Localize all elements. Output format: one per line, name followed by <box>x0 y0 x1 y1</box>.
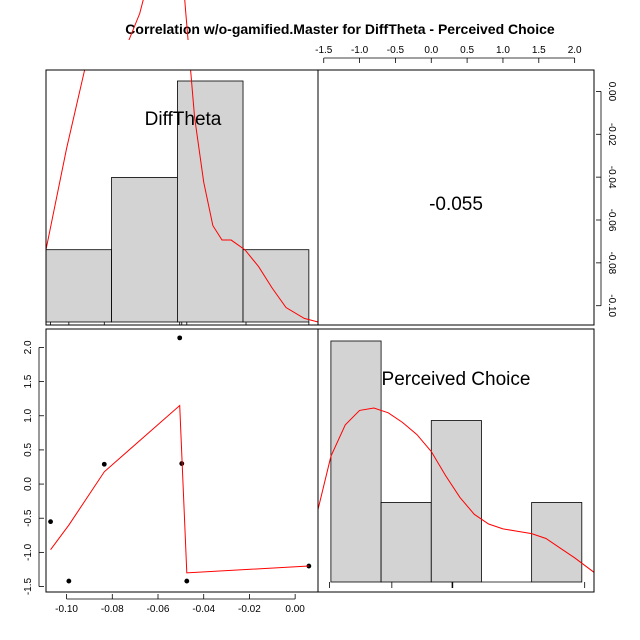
density-curve <box>317 407 595 573</box>
tick-label: -0.5 <box>387 45 405 56</box>
scatter-point <box>306 563 312 569</box>
histogram-bar <box>531 502 583 583</box>
scatter-point <box>101 461 107 467</box>
mask-gap-left <box>46 325 318 329</box>
scatter-point <box>48 519 53 525</box>
scatter-point <box>177 335 183 341</box>
tick-label: 0.00 <box>285 604 305 615</box>
tick-label: 1.5 <box>23 374 34 388</box>
tick-label: -0.02 <box>238 604 261 615</box>
tick-label: 0.5 <box>460 45 474 56</box>
histogram-bar <box>111 176 178 323</box>
panel-histogram-difftheta <box>45 0 319 328</box>
tick-label: 0.00 <box>606 82 617 102</box>
histogram-bar <box>430 420 482 583</box>
tick-label: -0.06 <box>606 209 617 232</box>
tick-label: 1.5 <box>532 45 546 56</box>
frame-bottom-right <box>317 328 595 593</box>
tick-label: -0.04 <box>606 166 617 189</box>
mask-bottom <box>0 592 640 640</box>
histogram-bar <box>330 340 382 583</box>
tick-label: -0.10 <box>55 604 78 615</box>
panel-histogram-perceived-choice <box>317 340 595 588</box>
mask-right <box>594 40 640 600</box>
histogram-bar <box>380 502 432 583</box>
panel-scatter <box>48 335 312 584</box>
tick-label: 1.0 <box>23 408 34 422</box>
histogram-bar <box>177 80 244 323</box>
axis-left-perceived-choice: -1.5 -1.0 -0.5 0.0 0.5 1.0 1.5 2.0 <box>23 340 44 595</box>
mask-top <box>0 40 640 70</box>
tick-label: -0.10 <box>606 294 617 317</box>
tick-label: 2.0 <box>568 45 582 56</box>
correlation-value: -0.055 <box>429 194 483 215</box>
tick-label: -0.08 <box>101 604 124 615</box>
scatter-point <box>66 578 72 584</box>
tick-label: -0.04 <box>192 604 215 615</box>
tick-label: -0.06 <box>147 604 170 615</box>
histogram-bar <box>242 249 310 323</box>
smooth-line <box>50 404 309 574</box>
tick-label: -1.5 <box>315 45 333 56</box>
tick-label: -1.5 <box>23 577 34 595</box>
axis-right-difftheta: 0.00 -0.02 -0.04 -0.06 -0.08 -0.10 <box>596 82 617 318</box>
tick-label: -1.0 <box>23 543 34 561</box>
tick-label: -0.08 <box>606 251 617 274</box>
tick-label: -0.02 <box>606 123 617 146</box>
mask-left <box>0 40 46 600</box>
tick-label: 1.0 <box>496 45 510 56</box>
tick-label: 0.0 <box>424 45 438 56</box>
variable-label-difftheta: DiffTheta <box>145 109 222 130</box>
axis-top-perceived-choice: -1.5 -1.0 -0.5 0.0 0.5 1.0 1.5 2.0 <box>315 45 582 63</box>
tick-label: -1.0 <box>351 45 369 56</box>
axis-bottom-difftheta: -0.10 -0.08 -0.06 -0.04 -0.02 0.00 <box>55 594 305 615</box>
variable-label-perceived-choice: Perceived Choice <box>382 369 531 390</box>
chart-title: Correlation w/o-gamified.Master for Diff… <box>125 21 555 37</box>
scatter-point <box>184 578 190 584</box>
tick-label: 0.0 <box>23 477 34 491</box>
histogram-bar <box>45 249 112 323</box>
tick-label: 0.5 <box>23 443 34 457</box>
frame-top-right <box>317 69 595 326</box>
tick-label: 2.0 <box>23 340 34 354</box>
tick-label: -0.5 <box>23 509 34 527</box>
mask-gap-right <box>318 325 594 329</box>
